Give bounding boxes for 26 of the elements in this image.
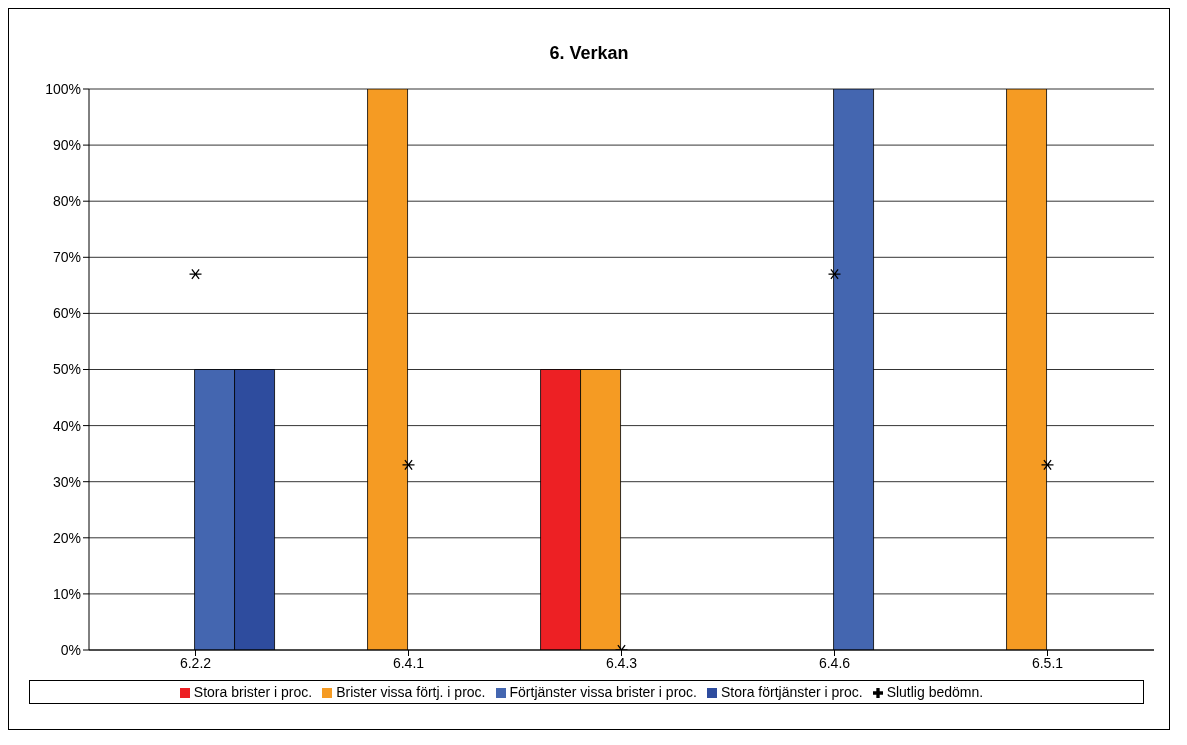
x-tick-label: 6.5.1	[1031, 654, 1064, 671]
y-tick-label: 50%	[52, 361, 81, 378]
legend-label: Stora förtjänster i proc.	[721, 684, 863, 700]
legend-label: Brister vissa förtj. i proc.	[336, 684, 486, 700]
x-tick-label: 6.2.2	[179, 654, 212, 671]
y-tick-label: 20%	[52, 529, 81, 546]
legend-label: Stora brister i proc.	[193, 684, 313, 700]
y-tick-label: 10%	[52, 585, 81, 602]
point	[401, 459, 416, 471]
y-tick-label: 30%	[52, 473, 81, 490]
y-tick-label: 0%	[60, 641, 81, 658]
point	[827, 268, 842, 280]
point	[188, 268, 203, 280]
legend-label: Slutlig bedömn.	[886, 684, 984, 700]
x-tick-label: 6.4.3	[605, 654, 638, 671]
y-tick-label: 80%	[52, 193, 81, 210]
legend-label: Förtjänster vissa brister i proc.	[509, 684, 697, 700]
point	[1040, 459, 1055, 471]
chart-title: 6. Verkan	[548, 43, 630, 64]
x-tick-label: 6.4.6	[818, 654, 851, 671]
y-tick-label: 60%	[52, 305, 81, 322]
y-tick-label: 40%	[52, 417, 81, 434]
y-tick-label: 70%	[52, 249, 81, 266]
y-tick-label: 90%	[52, 137, 81, 154]
y-tick-label: 100%	[45, 80, 81, 97]
x-tick-label: 6.4.1	[392, 654, 425, 671]
